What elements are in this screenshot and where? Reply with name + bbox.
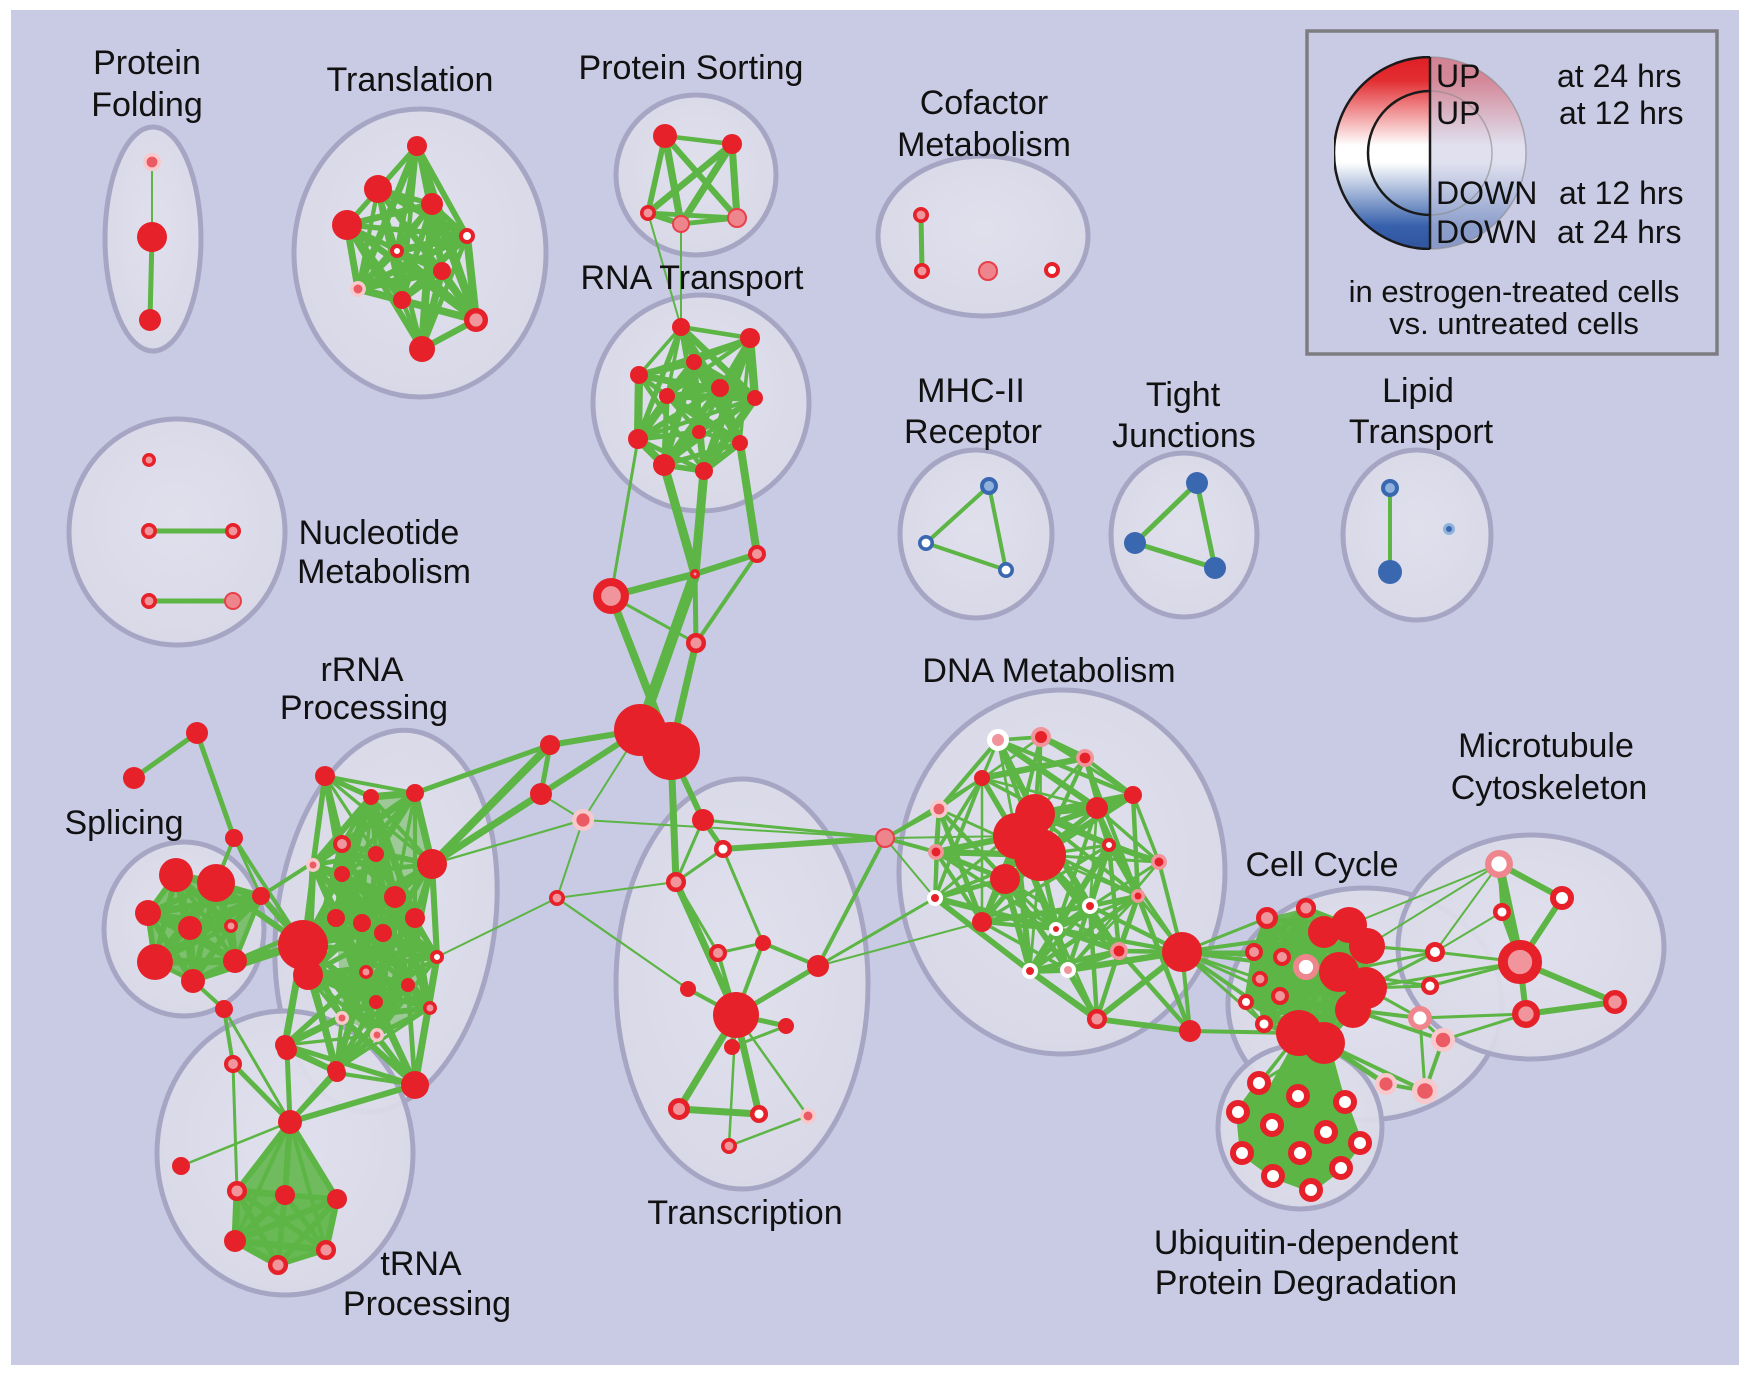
svg-text:MHC-II: MHC-II bbox=[917, 372, 1025, 410]
svg-text:RNA Transport: RNA Transport bbox=[581, 259, 805, 297]
svg-text:Protein: Protein bbox=[93, 44, 201, 82]
svg-text:Nucleotide: Nucleotide bbox=[299, 514, 460, 552]
svg-text:Transcription: Transcription bbox=[647, 1194, 842, 1232]
svg-text:Folding: Folding bbox=[91, 86, 203, 124]
svg-text:in estrogen-treated cells: in estrogen-treated cells bbox=[1349, 274, 1680, 309]
svg-text:DNA Metabolism: DNA Metabolism bbox=[922, 652, 1175, 690]
svg-text:DOWN: DOWN bbox=[1436, 214, 1537, 250]
svg-text:Cytoskeleton: Cytoskeleton bbox=[1451, 769, 1648, 807]
svg-text:Tight: Tight bbox=[1146, 376, 1221, 414]
svg-text:Splicing: Splicing bbox=[64, 804, 183, 842]
svg-text:Cell Cycle: Cell Cycle bbox=[1245, 846, 1398, 884]
svg-text:at 24 hrs: at 24 hrs bbox=[1557, 214, 1682, 250]
svg-text:at 12 hrs: at 12 hrs bbox=[1559, 95, 1684, 131]
svg-text:Microtubule: Microtubule bbox=[1458, 727, 1634, 765]
svg-text:Cofactor: Cofactor bbox=[920, 84, 1049, 122]
svg-text:UP: UP bbox=[1436, 95, 1480, 131]
svg-text:Metabolism: Metabolism bbox=[297, 553, 471, 591]
svg-text:Processing: Processing bbox=[343, 1285, 511, 1323]
svg-text:Protein Degradation: Protein Degradation bbox=[1155, 1264, 1457, 1302]
svg-text:Protein Sorting: Protein Sorting bbox=[579, 49, 804, 87]
svg-text:at 12 hrs: at 12 hrs bbox=[1559, 175, 1684, 211]
svg-text:DOWN: DOWN bbox=[1436, 175, 1537, 211]
svg-text:vs. untreated cells: vs. untreated cells bbox=[1389, 306, 1639, 341]
svg-text:UP: UP bbox=[1436, 58, 1480, 94]
svg-text:Receptor: Receptor bbox=[904, 413, 1042, 451]
svg-text:tRNA: tRNA bbox=[380, 1245, 462, 1283]
svg-text:Ubiquitin-dependent: Ubiquitin-dependent bbox=[1154, 1224, 1459, 1262]
svg-text:Metabolism: Metabolism bbox=[897, 126, 1071, 164]
svg-text:Translation: Translation bbox=[327, 61, 494, 99]
svg-text:Junctions: Junctions bbox=[1112, 417, 1256, 455]
svg-text:at 24 hrs: at 24 hrs bbox=[1557, 58, 1682, 94]
svg-text:Lipid: Lipid bbox=[1382, 372, 1454, 410]
svg-text:Transport: Transport bbox=[1349, 413, 1494, 451]
svg-text:rRNA: rRNA bbox=[320, 651, 403, 689]
svg-text:Processing: Processing bbox=[280, 689, 448, 727]
